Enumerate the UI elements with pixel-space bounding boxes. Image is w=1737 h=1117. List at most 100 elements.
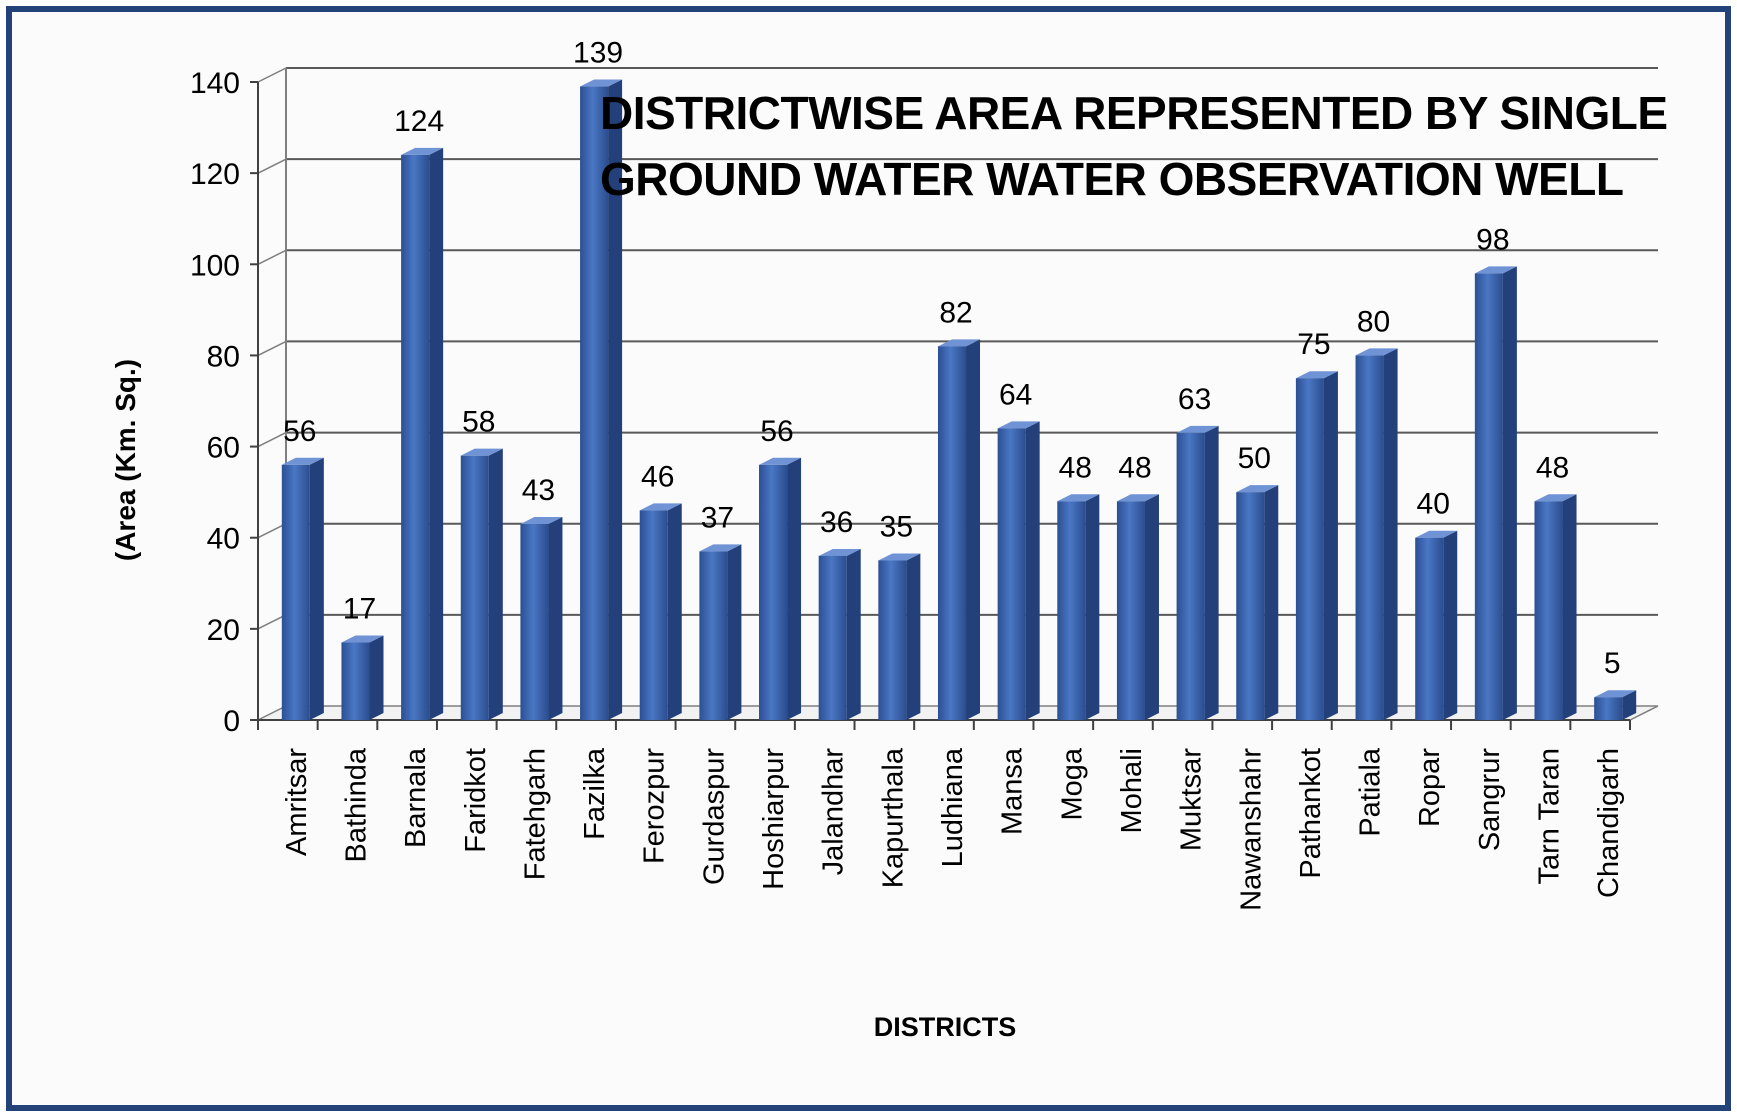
x-tick-label: Hoshiarpur <box>758 748 790 890</box>
y-axis-title: (Area (Km. Sq.) <box>110 358 141 562</box>
bar-front <box>1116 501 1145 720</box>
data-label: 98 <box>1476 223 1509 256</box>
bar-side <box>1025 421 1040 720</box>
bar-front <box>1236 492 1265 720</box>
data-label: 63 <box>1178 383 1211 416</box>
x-tick-label: Barnala <box>400 747 432 848</box>
bar-top <box>878 553 921 561</box>
x-tick-label: Fatehgarh <box>519 748 551 880</box>
tick-labels: 0 20 40 60 80 100 120 140 Amritsar Bathinda Barnal… <box>190 67 1625 911</box>
bar-patiala <box>1355 348 1398 720</box>
bar-front <box>401 154 430 720</box>
y-tick-label: 0 <box>223 705 240 738</box>
bar-side <box>1443 530 1458 720</box>
data-label: 58 <box>462 406 495 439</box>
bar-top <box>1057 494 1100 502</box>
bar-ludhiana <box>937 339 981 720</box>
bar-top <box>1474 266 1517 274</box>
data-label: 56 <box>283 415 316 448</box>
x-tick-label: Moga <box>1056 747 1088 820</box>
y-tick-label: 140 <box>190 67 240 100</box>
bar-side <box>906 553 921 720</box>
bar-top <box>1355 348 1398 356</box>
bar-side <box>1502 266 1517 720</box>
bar-top <box>1534 494 1577 502</box>
x-tick-label: Gurdaspur <box>698 748 730 885</box>
bar-top <box>759 457 802 465</box>
bar-side <box>1204 425 1219 720</box>
x-tick-label: Kapurthala <box>877 747 909 888</box>
bar-front <box>699 551 728 720</box>
x-tick-label: Patiala <box>1355 747 1387 837</box>
bar-side <box>1264 485 1279 720</box>
x-axis-title: DISTRICTS <box>873 1012 1017 1042</box>
bar-top <box>1176 425 1219 433</box>
data-label: 48 <box>1059 451 1092 484</box>
bar-muktsar <box>1176 425 1219 720</box>
gridline-side <box>257 158 287 174</box>
data-label: 17 <box>343 593 376 626</box>
bar-side <box>727 544 742 720</box>
bar-front <box>818 555 847 720</box>
bar-side <box>846 548 861 720</box>
bar-side <box>309 457 324 720</box>
data-label: 82 <box>939 296 972 329</box>
x-tick-label: Jalandhar <box>818 748 850 876</box>
chart-title-line-1: DISTRICTWISE AREA REPRESENTED BY SINGLE <box>600 87 1668 139</box>
bar-bathinda <box>341 635 384 720</box>
bar-front <box>639 510 668 720</box>
bar-top <box>997 421 1040 429</box>
bar-chandigarh <box>1594 690 1637 720</box>
bar-jalandhar <box>818 548 861 720</box>
x-tick-label: Sangrur <box>1474 748 1506 852</box>
data-label: 139 <box>573 37 623 70</box>
bar-amritsar <box>281 457 324 720</box>
data-label: 124 <box>394 105 444 138</box>
bar-front <box>520 524 549 720</box>
x-tick-label: Bathinda <box>340 747 372 862</box>
bar-top <box>1594 690 1637 698</box>
bar-side <box>1085 494 1100 720</box>
bar-top <box>1236 485 1279 493</box>
bar-front <box>281 464 310 720</box>
x-tick-label: Mohali <box>1116 748 1148 833</box>
bar-front <box>1295 378 1324 720</box>
bar-ropar <box>1415 530 1458 720</box>
x-tick-label: Ferozpur <box>639 748 671 864</box>
data-label: 56 <box>760 415 793 448</box>
bar-front <box>1355 355 1384 720</box>
bar-front <box>341 642 370 720</box>
bar-side <box>608 79 623 721</box>
data-label: 64 <box>999 378 1032 411</box>
data-labels: 56 17 124 58 43 139 46 37 56 36 35 82 64 48 48 63 50 75 80… <box>283 37 1620 681</box>
bar-top <box>520 517 563 525</box>
bar-front <box>1474 273 1503 720</box>
bar-top <box>699 544 742 552</box>
bar-gurdaspur <box>699 544 742 720</box>
gridline-side <box>257 249 287 265</box>
bar-fatehgarh <box>520 517 563 720</box>
bar-front <box>759 464 788 720</box>
bar-side <box>369 635 384 720</box>
bar-side <box>787 457 802 720</box>
bar-side <box>966 339 981 720</box>
x-tick-label: Faridkot <box>460 748 492 853</box>
bar-nawanshahr <box>1236 485 1279 720</box>
bar-tarn-taran <box>1534 494 1577 720</box>
bar-moga <box>1057 494 1100 720</box>
data-label: 50 <box>1238 442 1271 475</box>
data-label: 48 <box>1118 451 1151 484</box>
data-label: 48 <box>1536 451 1569 484</box>
bars <box>281 79 1637 721</box>
data-label: 43 <box>522 474 555 507</box>
data-label: 36 <box>820 506 853 539</box>
data-label: 40 <box>1417 488 1450 521</box>
gridline-side <box>257 523 287 539</box>
bar-top <box>1116 494 1159 502</box>
bar-top <box>639 503 682 511</box>
gridline-side <box>257 431 287 448</box>
bar-side <box>667 503 682 720</box>
bar-top <box>818 548 861 556</box>
bar-side <box>1383 348 1398 720</box>
